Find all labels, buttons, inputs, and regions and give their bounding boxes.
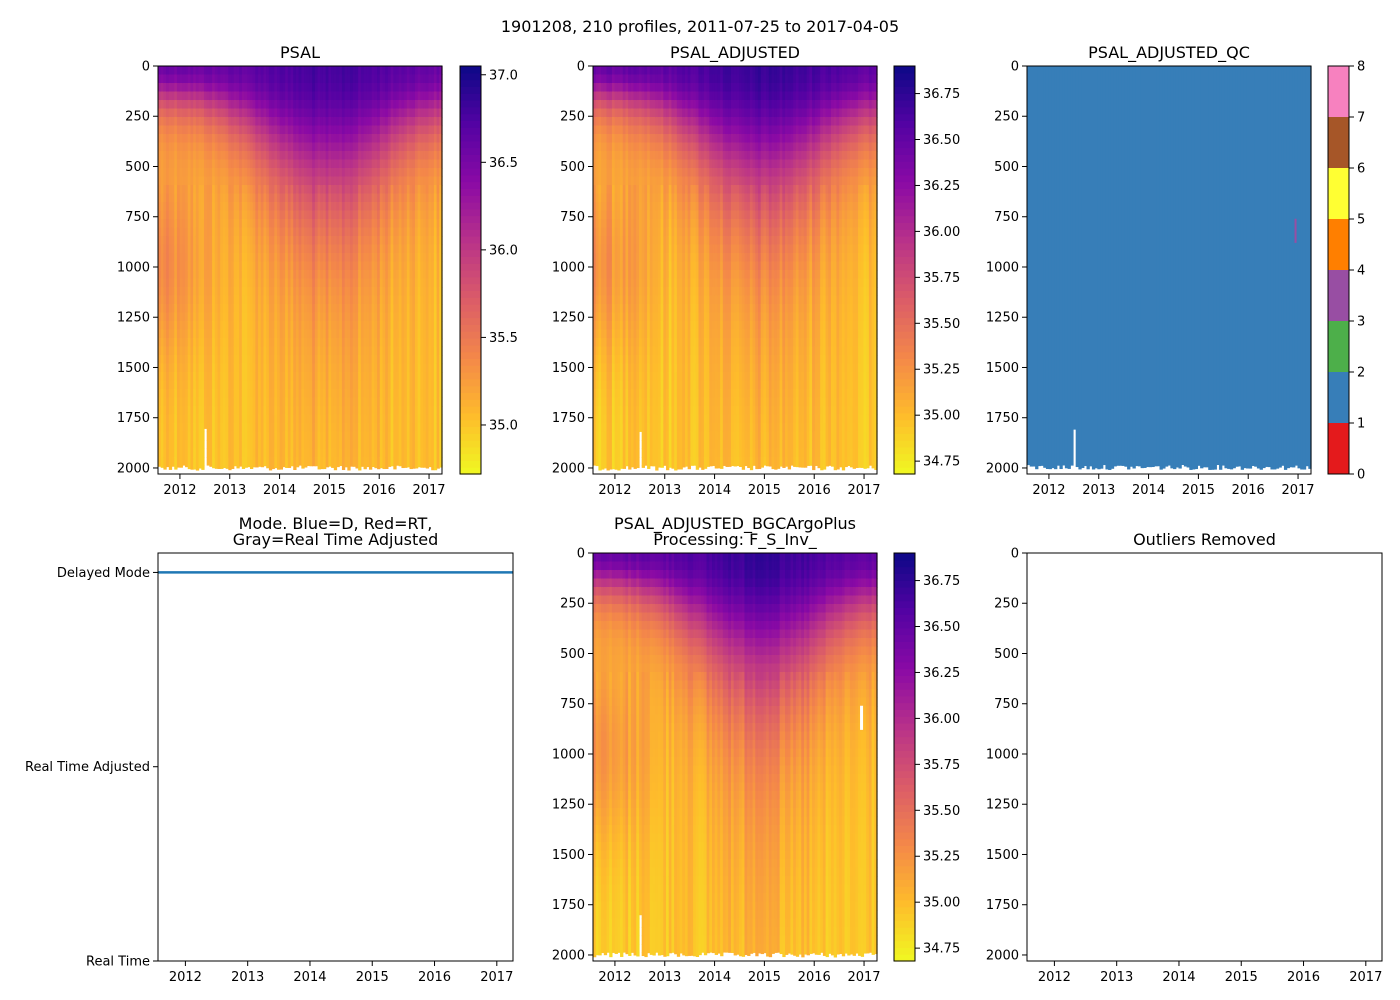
heatmap-cell (201, 449, 204, 458)
heatmap-cell (201, 466, 204, 470)
heatmap-cell (201, 440, 204, 449)
heatmap-cell (180, 466, 183, 468)
figure: 1901208, 210 profiles, 2011-07-25 to 201… (0, 0, 1400, 1000)
figure-suptitle: 1901208, 210 profiles, 2011-07-25 to 201… (501, 17, 899, 36)
psal-panel: 35.035.536.036.537.0 (158, 66, 518, 475)
heatmap-cell (201, 432, 204, 441)
heatmap-cell (296, 466, 299, 468)
heatmap-cell (201, 457, 204, 466)
